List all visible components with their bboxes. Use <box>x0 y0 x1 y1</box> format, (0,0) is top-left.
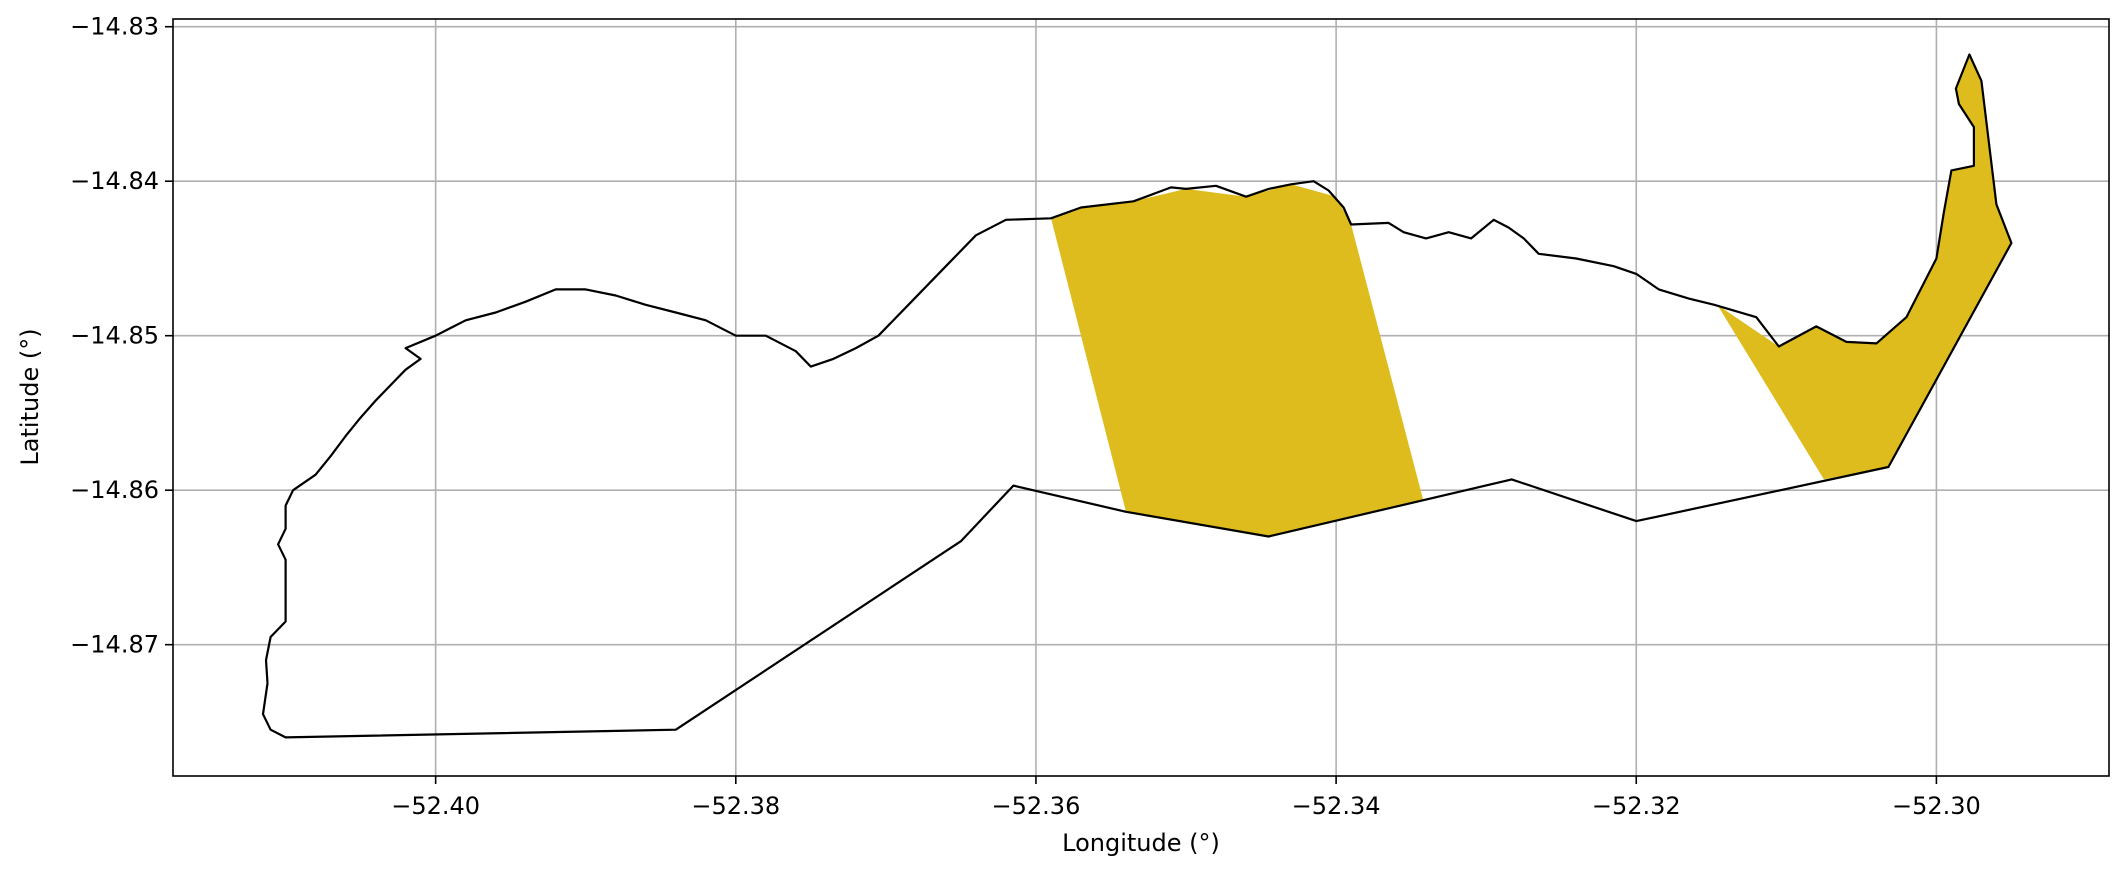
coastline-outline <box>261 53 2013 739</box>
highlight-region <box>1051 184 1424 537</box>
y-tick-label: −14.87 <box>70 631 159 659</box>
x-tick-label: −52.30 <box>1892 792 1981 820</box>
y-tick-label: −14.86 <box>70 476 159 504</box>
y-tick-label: −14.85 <box>70 322 159 350</box>
x-tick-label: −52.40 <box>391 792 480 820</box>
y-axis-label: Latitude (°) <box>16 328 44 465</box>
plot-frame <box>172 18 2110 777</box>
x-tick-label: −52.38 <box>691 792 780 820</box>
highlight-regions <box>1051 54 2012 537</box>
x-tick-label: −52.36 <box>992 792 1081 820</box>
x-tick-label: −52.32 <box>1592 792 1681 820</box>
x-axis-label: Longitude (°) <box>1062 829 1220 857</box>
coastline-polygon <box>261 53 2013 739</box>
x-tick-label: −52.34 <box>1292 792 1381 820</box>
y-tick-label: −14.83 <box>70 13 159 41</box>
axis-ticks: −52.40 −52.38 −52.36 −52.34 −52.32 −52.30 −14.… <box>70 13 1981 820</box>
y-tick-label: −14.84 <box>70 167 159 195</box>
highlight-region <box>1717 54 2012 480</box>
